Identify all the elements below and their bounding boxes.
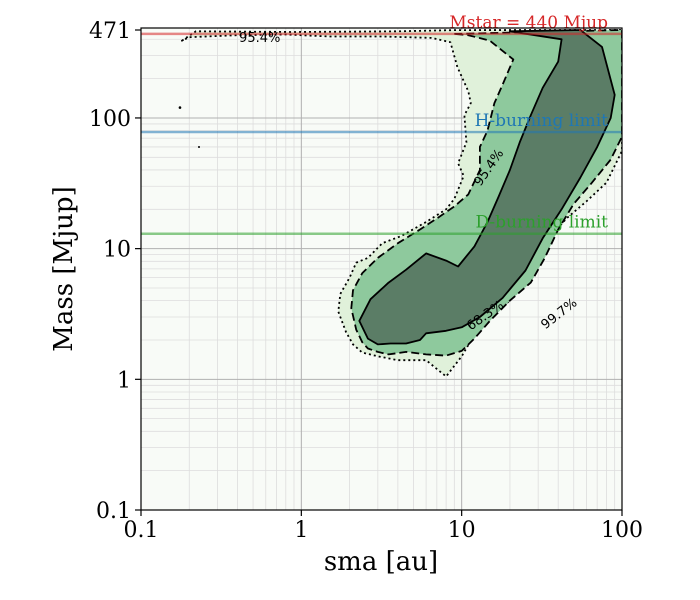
x-axis-ticks: 0.1 1 10 100 <box>124 510 643 543</box>
y-tick-label: 100 <box>89 107 131 132</box>
d-burning-label: D-burning limit <box>475 213 608 233</box>
x-axis-label: sma [au] <box>324 547 438 577</box>
x-tick-label: 1 <box>294 518 308 543</box>
reference-lines: Mstar = 440 Mjup H-burning limit D-burning… <box>141 13 622 235</box>
contour-label: 95.4% <box>239 31 280 46</box>
contour-regions <box>178 29 622 378</box>
y-tick-label: 10 <box>103 238 131 263</box>
x-tick-label: 0.1 <box>124 518 159 543</box>
y-tick-label: 1 <box>117 368 131 393</box>
h-burning-label: H-burning limit <box>475 111 609 131</box>
plot-frame <box>140 27 623 511</box>
y-tick-label: 471 <box>89 19 131 44</box>
y-tick-label: 0.1 <box>96 499 131 524</box>
x-tick-label: 10 <box>448 518 476 543</box>
contour-outlier-dot <box>178 106 182 109</box>
contour-68-3pct <box>358 29 616 346</box>
x-tick-label: 100 <box>601 518 643 543</box>
contour-outlier-dot <box>197 145 200 148</box>
mstar-label: Mstar = 440 Mjup <box>449 13 608 33</box>
y-axis-ticks: 0.1 1 10 100 471 <box>89 19 141 524</box>
y-axis-label: Mass [Mjup] <box>49 186 79 351</box>
